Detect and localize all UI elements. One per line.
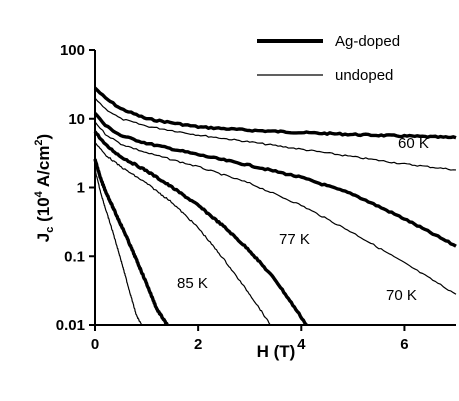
series-line-70k-ag-doped	[93, 112, 457, 248]
y-tick-label: 0.01	[56, 317, 85, 334]
temp-label-85k: 85 K	[177, 275, 208, 292]
plot-lines	[93, 86, 457, 327]
series-line-60k-ag-doped	[93, 86, 457, 140]
series-line-77k-ag-doped	[93, 130, 308, 327]
series-line-77k-undoped	[94, 142, 271, 326]
temp-label-70k: 70 K	[386, 287, 417, 304]
y-tick-label: 100	[60, 42, 85, 59]
temp-label-77k: 77 K	[279, 231, 310, 248]
y-tick-label: 1	[77, 180, 85, 197]
y-axis-title-close: )	[34, 134, 53, 140]
series-line-70k-undoped	[94, 121, 457, 295]
y-tick-label: 0.1	[64, 248, 85, 265]
y-tick-label: 10	[68, 111, 85, 128]
temp-label-60k: 60 K	[398, 135, 429, 152]
x-axis-title: H (T)	[257, 342, 296, 361]
x-tick-label: 0	[91, 336, 99, 353]
legend-label-undoped: undoped	[335, 67, 393, 84]
series-line-60k-undoped	[94, 97, 457, 171]
x-tick-label: 2	[194, 336, 202, 353]
series-line-85k-ag-doped	[93, 158, 169, 326]
x-ticks: 0 2 4 6	[91, 325, 409, 353]
y-axis-title-exp: 4	[33, 190, 45, 197]
y-axis-title-mid: A/cm	[34, 146, 53, 192]
y-axis-title: Jc (104 A/cm2)	[33, 134, 56, 242]
y-axis-title-main: J	[34, 233, 53, 242]
axes	[94, 50, 456, 326]
y-ticks: 0.01 0.1 1 10 100	[56, 42, 95, 334]
y-axis-title-sub: c	[44, 227, 56, 233]
series-line-85k-undoped	[94, 169, 142, 326]
legend-label-ag-doped: Ag-doped	[335, 33, 400, 50]
y-axis-title-units-exp: 2	[33, 139, 45, 145]
x-tick-label: 6	[400, 336, 408, 353]
legend: Ag-doped undoped	[257, 33, 400, 84]
y-axis-title-open: (10	[34, 197, 53, 226]
x-tick-label: 4	[297, 336, 306, 353]
